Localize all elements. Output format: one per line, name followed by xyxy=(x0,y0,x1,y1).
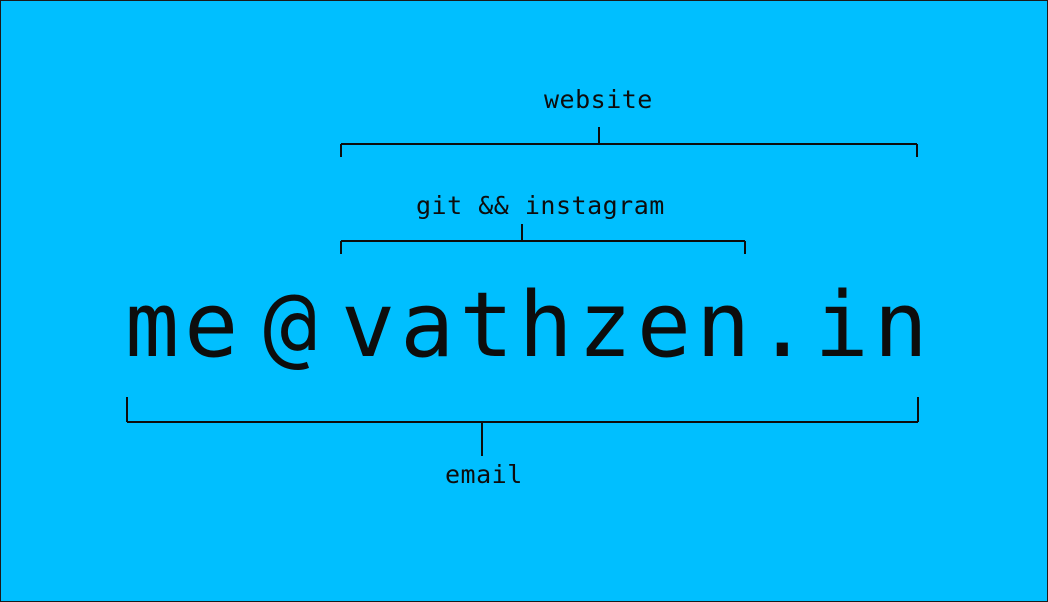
email-label: email xyxy=(445,460,523,489)
git-instagram-bracket xyxy=(340,224,746,254)
git-instagram-label: git && instagram xyxy=(416,191,665,220)
email-user: me xyxy=(125,273,244,378)
website-label: website xyxy=(544,85,653,114)
email-at-sign: @ xyxy=(263,273,323,378)
website-bracket xyxy=(340,127,918,157)
email-bracket xyxy=(126,397,919,456)
email-domain: vathzen.in xyxy=(341,273,933,378)
